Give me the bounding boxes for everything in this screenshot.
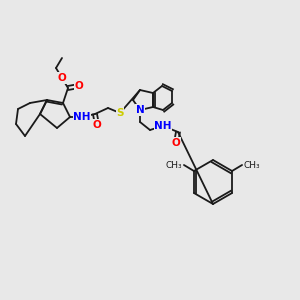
Text: CH₃: CH₃: [243, 160, 260, 169]
Text: NH: NH: [154, 121, 172, 131]
Text: O: O: [75, 81, 83, 91]
Text: CH₃: CH₃: [165, 160, 182, 169]
Text: O: O: [172, 138, 180, 148]
Text: N: N: [136, 105, 144, 115]
Text: S: S: [116, 108, 124, 118]
Text: O: O: [58, 73, 66, 83]
Text: NH: NH: [73, 112, 91, 122]
Text: O: O: [93, 120, 101, 130]
